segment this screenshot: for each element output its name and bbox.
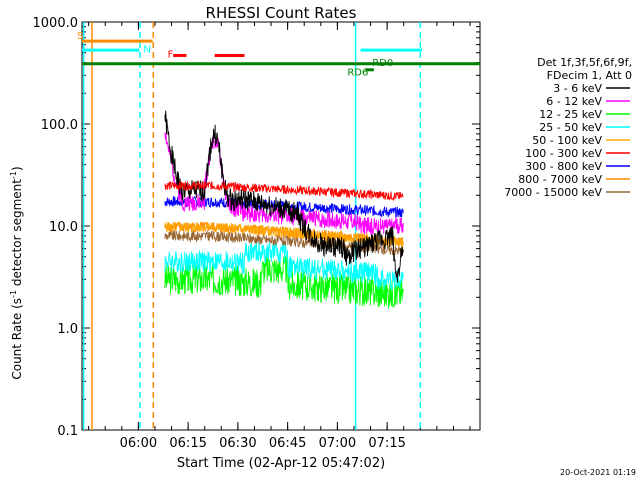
- legend-header-line-1: Det 1f,3f,5f,6f,9f,: [537, 56, 632, 69]
- series-line-5: [164, 221, 404, 248]
- x-tick-label: 06:15: [169, 436, 206, 451]
- legend-label: 6 - 12 keV: [546, 95, 602, 108]
- y-axis-label-end: ): [10, 166, 24, 171]
- legend-label: 7000 - 15000 keV: [504, 186, 602, 199]
- y-tick-label: 1000.0: [33, 16, 79, 31]
- legend-label: 100 - 300 keV: [525, 147, 602, 160]
- x-tick-label: 06:30: [219, 436, 256, 451]
- x-axis-label: Start Time (02-Apr-12 05:47:02): [177, 456, 385, 471]
- x-tick-label: 06:45: [269, 436, 306, 451]
- night-flag-label: N: [143, 45, 150, 56]
- y-axis-label: Count Rate (s-1 detector segment-1): [9, 166, 24, 379]
- legend-label: 3 - 6 keV: [553, 82, 602, 95]
- rd0-flag-label: RD0: [372, 58, 393, 69]
- legend-label: 50 - 100 keV: [532, 134, 602, 147]
- legend-label: 12 - 25 keV: [539, 108, 602, 121]
- y-tick-label: 10.0: [49, 220, 78, 235]
- y-tick-label: 100.0: [41, 118, 78, 133]
- x-tick-label: 07:15: [368, 436, 405, 451]
- legend-header-line-2: FDecim 1, Att 0: [547, 69, 632, 82]
- y-axis-label-mid: detector segment: [10, 179, 24, 290]
- legend-label: 25 - 50 keV: [539, 121, 602, 134]
- series-line-9: [164, 230, 404, 257]
- series-line-1: [164, 110, 404, 283]
- y-tick-label: 1.0: [57, 322, 78, 337]
- legend-label: 800 - 7000 keV: [518, 173, 602, 186]
- y-tick-label: 0.1: [57, 424, 78, 439]
- footer-timestamp: 20-Oct-2021 01:19: [560, 468, 636, 477]
- series-line-6: [164, 180, 404, 202]
- y-axis-label-sup1: -1: [9, 290, 18, 298]
- rd6-flag-label: RD6: [347, 67, 368, 78]
- x-tick-label: 06:00: [120, 436, 157, 451]
- x-tick-label: 07:00: [319, 436, 356, 451]
- legend-label: 300 - 800 keV: [525, 160, 602, 173]
- y-axis-label-main: Count Rate (s: [10, 298, 24, 380]
- series-line-4: [164, 241, 404, 291]
- y-axis-label-sup2: -1: [9, 171, 18, 179]
- chart-title: RHESSI Count Rates: [206, 4, 357, 22]
- saa-flag-label: S: [77, 31, 83, 42]
- plot-area: 1000.0 100.0 10.0 1.0 0.1 06:00 06:15 06:30 06:4…: [33, 16, 481, 451]
- flare-flag-label: F: [168, 49, 174, 60]
